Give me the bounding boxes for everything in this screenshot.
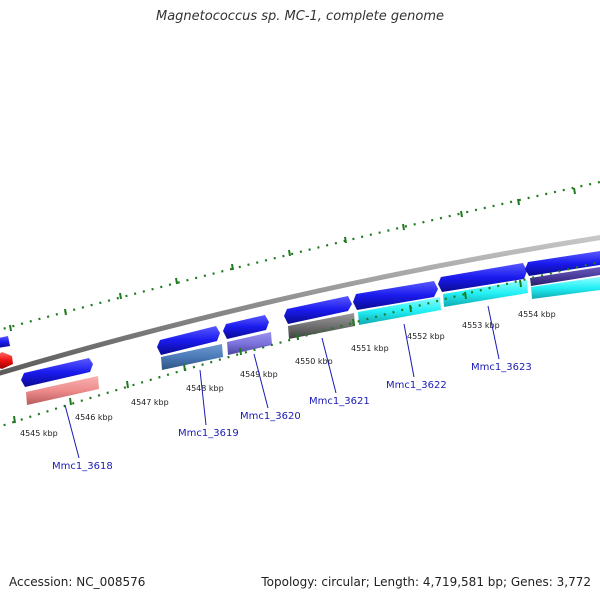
gene-mmc1-3622[interactable] [353,281,438,310]
gene-forward-next[interactable] [525,251,600,276]
reverse-genes[interactable] [0,267,600,405]
kbp-label-4545: 4545 kbp [20,429,58,438]
kbp-label-4554: 4554 kbp [518,310,556,319]
genome-summary-text: Topology: circular; Length: 4,719,581 bp… [261,575,591,589]
gene-mmc1-3620[interactable] [223,315,269,339]
gene-label-mmc1-3623[interactable]: Mmc1_3623 [471,362,532,373]
gene-mmc1-3621[interactable] [284,296,352,324]
kbp-label-4548: 4548 kbp [186,384,224,393]
gene-mmc1-3623-reverse[interactable] [443,280,528,307]
kbp-label-4551: 4551 kbp [351,344,389,353]
forward-genes[interactable] [0,251,600,387]
gene-label-mmc1-3618[interactable]: Mmc1_3618 [52,461,113,472]
gene-mmc1-3622-reverse[interactable] [358,297,441,325]
gene-mmc1-3620-reverse[interactable] [227,332,272,355]
genome-backbone [0,235,600,376]
gene-red-partial[interactable] [0,352,13,369]
accession-text: Accession: NC_008576 [9,575,146,589]
gene-label-mmc1-3619[interactable]: Mmc1_3619 [178,428,239,439]
gene-label-mmc1-3621[interactable]: Mmc1_3621 [309,396,370,407]
label-connectors [64,305,500,459]
inner-major-ticks [13,279,522,424]
gene-label-mmc1-3620[interactable]: Mmc1_3620 [240,411,301,422]
position-labels: 4545 kbp 4546 kbp 4547 kbp 4548 kbp 4549… [20,310,556,438]
gene-mmc1-3619-reverse[interactable] [161,344,223,370]
outer-major-ticks [9,187,576,332]
kbp-label-4550: 4550 kbp [295,357,333,366]
gene-indigo-partial[interactable] [530,267,600,286]
kbp-label-4546: 4546 kbp [75,413,113,422]
gene-labels: Mmc1_3618 Mmc1_3619 Mmc1_3620 Mmc1_3621 … [52,362,532,472]
gene-mmc1-3623[interactable] [438,263,527,292]
inner-tick-track [0,260,600,428]
gene-label-mmc1-3622[interactable]: Mmc1_3622 [386,380,447,391]
gene-mmc1-3621-reverse[interactable] [288,313,355,339]
gene-mmc1-3618[interactable] [21,358,93,387]
kbp-label-4552: 4552 kbp [407,332,445,341]
kbp-label-4547: 4547 kbp [131,398,169,407]
kbp-label-4553: 4553 kbp [462,321,500,330]
gene-mmc1-3619[interactable] [157,326,220,355]
gene-forward-partial[interactable] [0,336,10,348]
map-title: Magnetococcus sp. MC-1, complete genome [155,9,445,24]
gene-cyan-partial[interactable] [531,277,600,299]
gene-mmc1-3618-reverse[interactable] [26,376,99,405]
